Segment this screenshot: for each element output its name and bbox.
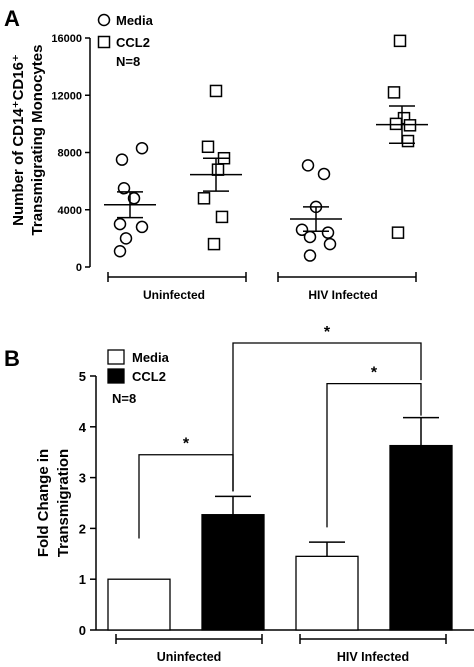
legend-b-n-label: N=8 <box>112 391 136 406</box>
panel-a-group-brackets: Uninfected HIV Infected <box>107 272 417 302</box>
panel-a-legend: Media CCL2 N=8 <box>97 13 154 69</box>
point-media-uninfected <box>127 192 141 205</box>
panel-b-ytick-label: 2 <box>79 521 86 536</box>
legend-b-ccl2-swatch <box>107 368 125 384</box>
point-media-hiv <box>303 249 317 262</box>
point-ccl2-uninfected <box>207 237 221 251</box>
panel-b-ylabel-line1: Fold Change in <box>35 449 52 557</box>
point-media-uninfected <box>135 220 149 234</box>
panel-b-ylabel-line2: Transmigration <box>55 449 72 557</box>
panel-a-ylabel: Number of CD14⁺CD16⁺ Transmigrating Mono… <box>10 45 46 236</box>
point-media-uninfected <box>117 182 131 195</box>
legend-b-media-label: Media <box>132 350 170 365</box>
point-media-hiv <box>301 159 315 172</box>
bar-media-hiv <box>295 555 359 631</box>
panel-b-ytick-label: 1 <box>79 572 86 587</box>
point-ccl2-hiv <box>393 34 407 48</box>
point-ccl2-uninfected <box>197 192 211 205</box>
panel-b: B Fold Change in Transmigration 0 1 2 3 4 5 M… <box>4 324 474 664</box>
point-ccl2-hiv <box>391 226 405 239</box>
point-media-hiv <box>303 230 317 244</box>
legend-ccl2-marker <box>97 35 111 49</box>
sig-hiv-bracket <box>326 382 422 528</box>
point-media-hiv <box>321 226 335 239</box>
point-ccl2-uninfected <box>201 140 215 154</box>
panel-a-ylabel-line2: Transmigrating Monocytes <box>29 45 46 236</box>
point-media-hiv <box>323 237 337 251</box>
panel-a-ytick-label: 4000 <box>58 205 82 217</box>
panel-a-ytick-label: 12000 <box>51 90 82 102</box>
point-ccl2-hiv <box>387 86 401 99</box>
sig-hiv-label: * <box>371 365 378 382</box>
legend-b-ccl2-label: CCL2 <box>132 369 166 384</box>
point-media-uninfected <box>113 217 127 231</box>
panel-b-ytick-label: 3 <box>79 471 86 486</box>
point-media-uninfected <box>113 245 127 258</box>
point-media-uninfected <box>119 232 133 245</box>
panel-b-ytick-label: 5 <box>79 369 86 384</box>
bar-media-uninfected <box>107 578 171 631</box>
bracket-b-uninfected <box>115 634 263 644</box>
legend-n-label: N=8 <box>116 54 140 69</box>
panel-a: A Number of CD14⁺CD16⁺ Transmigrating Mo… <box>4 6 428 302</box>
panel-a-ytick-label: 0 <box>76 262 82 274</box>
point-ccl2-hiv <box>401 134 415 148</box>
point-media-hiv <box>317 167 331 181</box>
panel-b-letter: B <box>4 346 20 371</box>
bar-ccl2-uninfected <box>201 514 265 631</box>
point-media-uninfected <box>115 153 129 166</box>
panel-b-ytick-label: 0 <box>79 623 86 638</box>
legend-b-media-swatch <box>107 349 125 365</box>
panel-b-group-label-uninfected: Uninfected <box>157 650 222 664</box>
legend-media-marker <box>97 13 111 27</box>
legend-media-label: Media <box>116 13 154 28</box>
bracket-b-hiv-infected <box>299 634 447 644</box>
panel-b-group-brackets: Uninfected HIV Infected <box>115 634 447 664</box>
point-media-uninfected <box>135 141 149 155</box>
panel-b-significance: * * * <box>138 324 422 539</box>
panel-b-ylabel: Fold Change in Transmigration <box>35 449 72 557</box>
bracket-hiv-infected <box>277 272 417 282</box>
panel-b-legend: Media CCL2 N=8 <box>107 349 170 406</box>
point-ccl2-uninfected <box>209 84 223 98</box>
panel-a-letter: A <box>4 6 20 31</box>
panel-a-ytick-label: 8000 <box>58 148 82 160</box>
sig-ccl2-bracket <box>232 342 422 492</box>
panel-a-ylabel-line1: Number of CD14⁺CD16⁺ <box>10 54 27 226</box>
sig-uninfected-label: * <box>183 436 190 453</box>
panel-b-bars <box>107 416 453 631</box>
panel-a-group-label-hiv: HIV Infected <box>308 288 377 302</box>
panel-b-ytick-label: 4 <box>79 420 87 435</box>
panel-a-group-label-uninfected: Uninfected <box>143 288 205 302</box>
point-ccl2-uninfected <box>211 163 225 176</box>
point-ccl2-uninfected <box>215 210 229 224</box>
panel-b-group-label-hiv: HIV Infected <box>337 650 409 664</box>
sig-ccl2-label: * <box>324 324 331 341</box>
panel-a-y-axis: 0 4000 8000 12000 16000 <box>51 33 91 274</box>
legend-ccl2-label: CCL2 <box>116 35 150 50</box>
bar-ccl2-hiv <box>389 444 453 631</box>
panel-a-ytick-label: 16000 <box>51 33 82 45</box>
panel-a-points <box>104 34 428 262</box>
point-media-hiv <box>295 223 309 237</box>
bracket-uninfected <box>107 272 247 282</box>
